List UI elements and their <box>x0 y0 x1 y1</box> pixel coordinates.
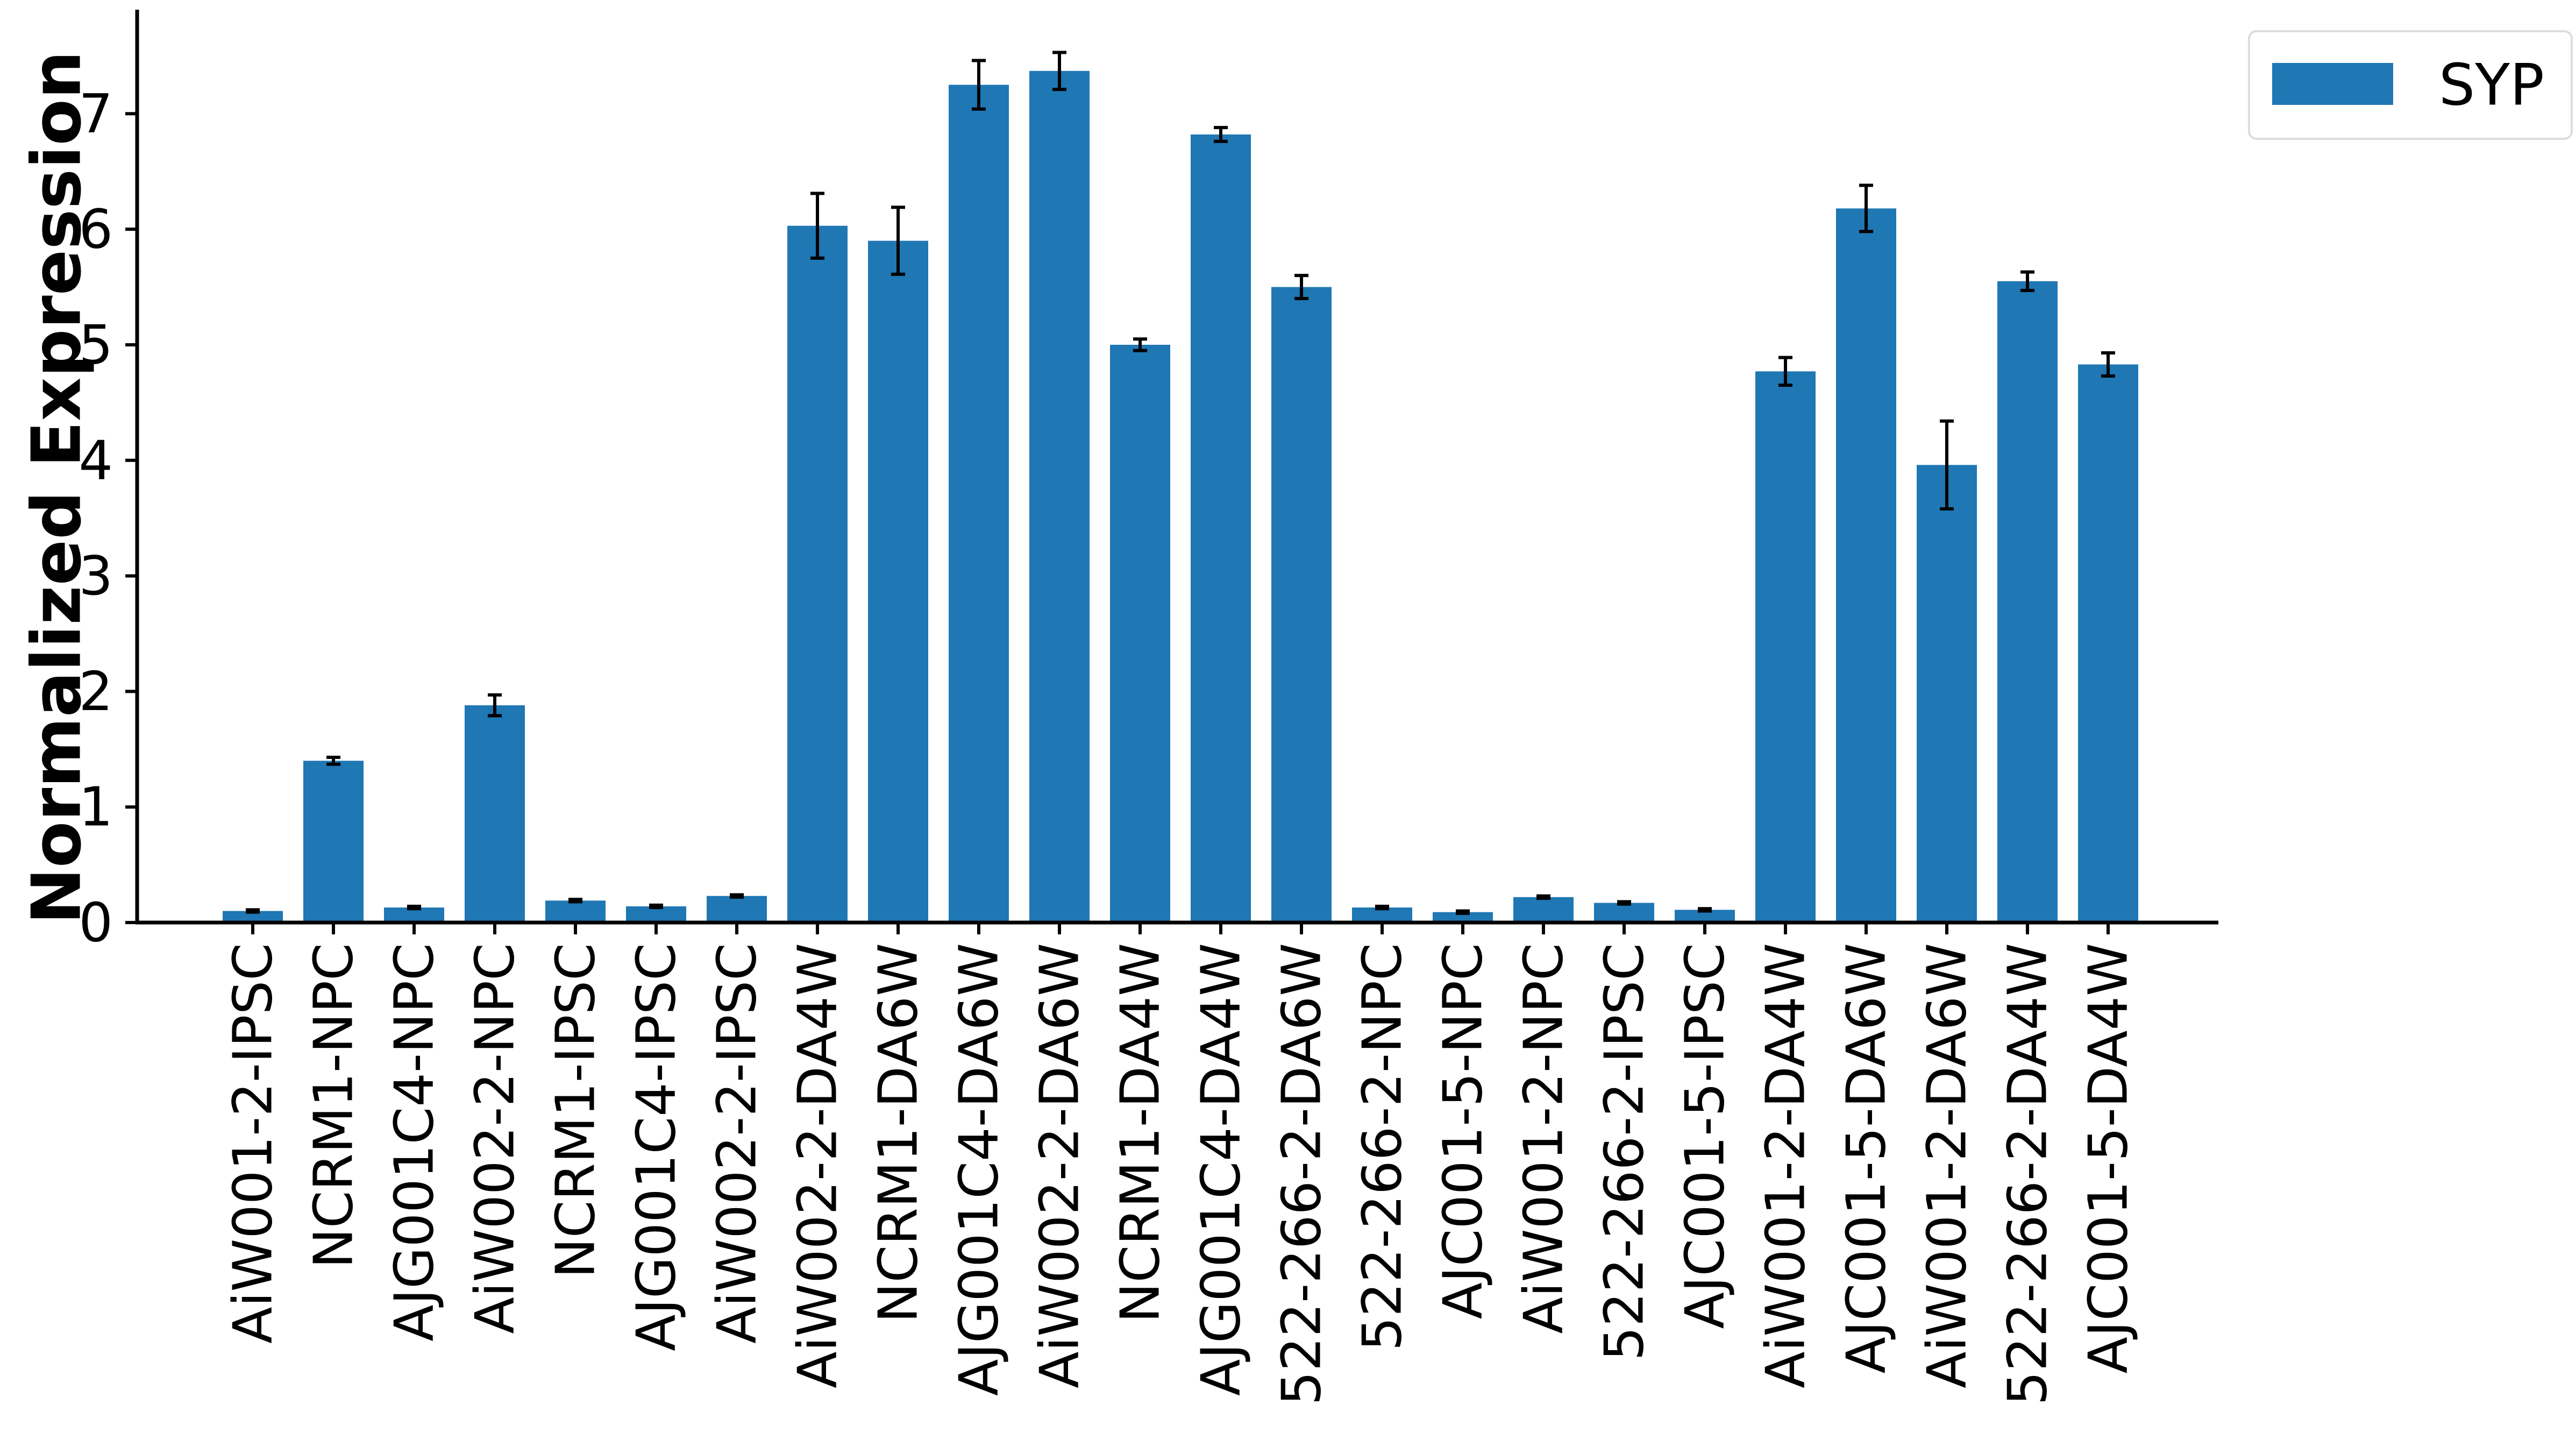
x-tick-label: AiW001-2-DA6W <box>1916 943 1979 1388</box>
legend-frame <box>2248 30 2573 140</box>
x-tick-label: AiW001-2-DA4W <box>1754 943 1817 1388</box>
error-bar <box>488 693 502 718</box>
x-tick-label: 522-266-2-NPC <box>1351 943 1414 1351</box>
y-tick-label: 5 <box>79 313 113 376</box>
x-tick-label: 522-266-2-IPSC <box>1593 943 1656 1361</box>
x-tick-label: AJG001C4-IPSC <box>625 943 688 1351</box>
x-tick-label: 522-266-2-DA6W <box>1270 943 1333 1406</box>
bar <box>545 900 606 923</box>
error-bar <box>1778 356 1792 387</box>
error-bar <box>2020 270 2034 292</box>
y-tick-label: 6 <box>79 198 113 261</box>
bar <box>1755 371 1816 923</box>
error-bar <box>2101 351 2115 378</box>
x-tick-label: AJG001C4-NPC <box>383 943 446 1342</box>
bar <box>2078 364 2138 923</box>
x-tick-label: NCRM1-DA6W <box>867 943 930 1323</box>
x-ticks-layer: AiW001-2-IPSC NCRM1-NPC AJG001C4-NPC AiW002… <box>222 923 2140 1406</box>
x-tick-label: 522-266-2-DA4W <box>1996 943 2059 1406</box>
bar <box>223 911 283 923</box>
y-tick-label: 0 <box>79 891 113 954</box>
error-bar <box>1536 894 1550 900</box>
error-bar <box>326 755 340 766</box>
bars-layer <box>223 70 2138 923</box>
error-bar <box>972 59 986 111</box>
bar <box>707 896 767 923</box>
error-bar <box>649 903 663 910</box>
error-bar <box>1214 126 1228 143</box>
y-tick-label: 4 <box>79 429 113 492</box>
x-tick-label: AJG001C4-DA6W <box>948 943 1011 1396</box>
bar <box>949 84 1009 923</box>
error-bar <box>1617 900 1631 906</box>
x-tick-label: AiW002-2-IPSC <box>706 943 768 1344</box>
x-tick-label: NCRM1-IPSC <box>544 943 607 1278</box>
bar <box>1836 208 1896 923</box>
bar <box>1997 281 2058 923</box>
y-axis-title: Normalized Expression <box>17 51 96 924</box>
bar <box>1433 912 1493 923</box>
bar <box>1513 897 1574 923</box>
bar <box>868 240 928 923</box>
error-bar <box>810 191 824 260</box>
x-tick-label: NCRM1-NPC <box>302 943 365 1268</box>
x-tick-label: AJG001C4-DA4W <box>1190 943 1253 1396</box>
x-tick-label: AJC001-5-DA4W <box>2077 943 2140 1374</box>
legend-swatch <box>2272 63 2393 105</box>
bar <box>1029 70 1090 923</box>
x-tick-label: AiW001-2-NPC <box>1512 943 1575 1334</box>
error-bar <box>1456 909 1470 915</box>
x-tick-label: AiW002-2-DA6W <box>1028 943 1091 1388</box>
error-bar <box>1133 337 1147 352</box>
bar <box>1271 287 1332 923</box>
y-tick-label: 7 <box>79 82 113 145</box>
error-bars-layer <box>246 51 2115 915</box>
x-tick-label: AiW001-2-IPSC <box>222 943 284 1344</box>
error-bar <box>730 893 744 899</box>
error-bar <box>1375 904 1389 911</box>
error-bar <box>1940 419 1954 510</box>
bar <box>1917 465 1977 923</box>
y-tick-label: 3 <box>79 544 113 607</box>
y-tick-label: 1 <box>79 776 113 839</box>
y-ticks-layer: 0 1 2 3 4 5 6 7 <box>79 82 137 954</box>
bar <box>465 705 525 923</box>
bar <box>303 761 364 923</box>
x-tick-label: AiW002-2-DA4W <box>786 943 849 1388</box>
error-bar <box>891 205 905 276</box>
bar <box>1594 903 1654 923</box>
y-tick-label: 2 <box>79 660 113 723</box>
legend-label: SYP <box>2439 52 2544 118</box>
error-bar <box>246 908 260 914</box>
bar <box>1191 134 1251 923</box>
error-bar <box>407 904 421 911</box>
error-bar <box>1294 274 1308 301</box>
x-tick-label: AJC001-5-DA6W <box>1835 943 1898 1374</box>
legend: SYP <box>2248 30 2573 140</box>
bar <box>1110 344 1170 923</box>
axes-layer <box>135 10 2218 925</box>
x-tick-label: AiW002-2-NPC <box>464 943 526 1334</box>
x-tick-label: AJC001-5-IPSC <box>1674 943 1737 1329</box>
error-bar <box>568 898 582 904</box>
error-bar <box>1052 51 1066 91</box>
error-bar <box>1698 907 1712 913</box>
x-tick-label: AJC001-5-NPC <box>1432 943 1495 1319</box>
bar <box>787 225 848 923</box>
x-tick-label: NCRM1-DA4W <box>1109 943 1172 1323</box>
bar <box>1675 910 1735 923</box>
error-bar <box>1859 183 1873 233</box>
